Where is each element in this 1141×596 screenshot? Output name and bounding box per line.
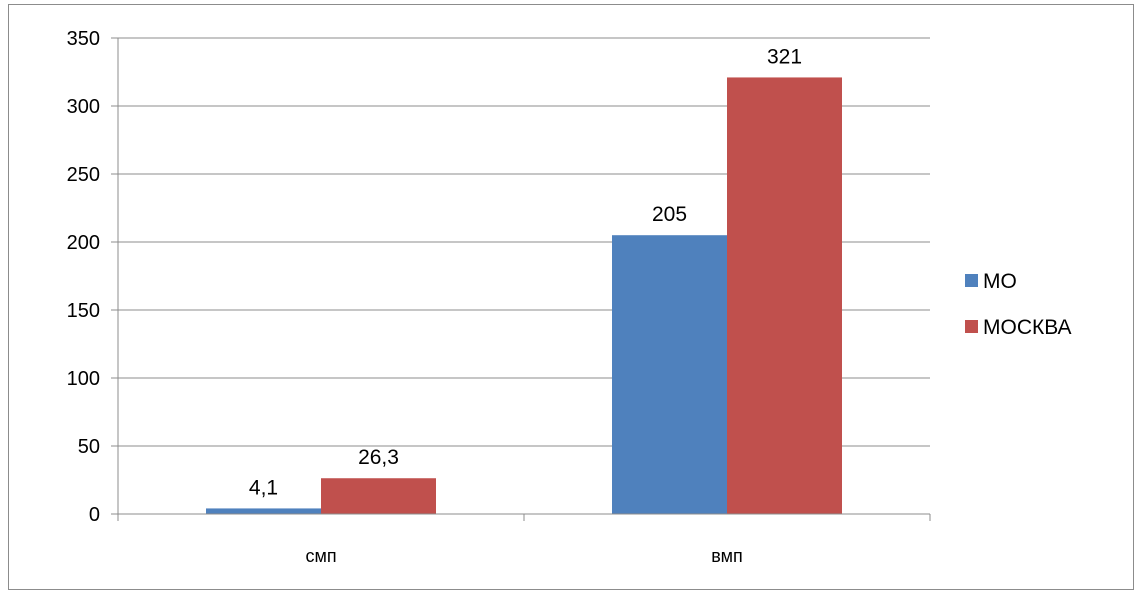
y-tick-label: 50 [78, 436, 100, 458]
x-axis-category-labels: смп вмп [305, 546, 742, 566]
y-tick-label: 150 [67, 300, 100, 322]
data-labels: 4,1 26,3 205 321 [249, 45, 802, 499]
y-tick-label: 100 [67, 368, 100, 390]
chart-frame [8, 4, 1134, 590]
y-tick-label: 250 [67, 164, 100, 186]
bar-mo-smp [206, 508, 321, 514]
data-label: 321 [767, 45, 802, 68]
y-tick-label: 350 [67, 28, 100, 50]
bar-moskva-vmp [727, 77, 842, 514]
x-category-label: смп [305, 546, 336, 566]
bars [206, 77, 842, 514]
legend-swatch [965, 320, 978, 333]
legend-label: МО [983, 270, 1017, 293]
bar-moskva-smp [321, 478, 436, 514]
legend-label: МОСКВА [983, 316, 1072, 339]
y-tick-label: 0 [89, 504, 100, 526]
y-tick-label: 300 [67, 96, 100, 118]
legend-swatch [965, 274, 978, 287]
data-label: 4,1 [249, 476, 278, 499]
x-category-label: вмп [711, 546, 742, 566]
data-label: 205 [652, 203, 687, 226]
y-tick-label: 200 [67, 232, 100, 254]
legend: МО МОСКВА [965, 270, 1072, 339]
axes [111, 37, 931, 521]
data-label: 26,3 [358, 446, 399, 469]
bar-mo-vmp [612, 235, 727, 514]
y-axis-tick-labels: 0 50 100 150 200 250 300 350 [67, 28, 100, 526]
